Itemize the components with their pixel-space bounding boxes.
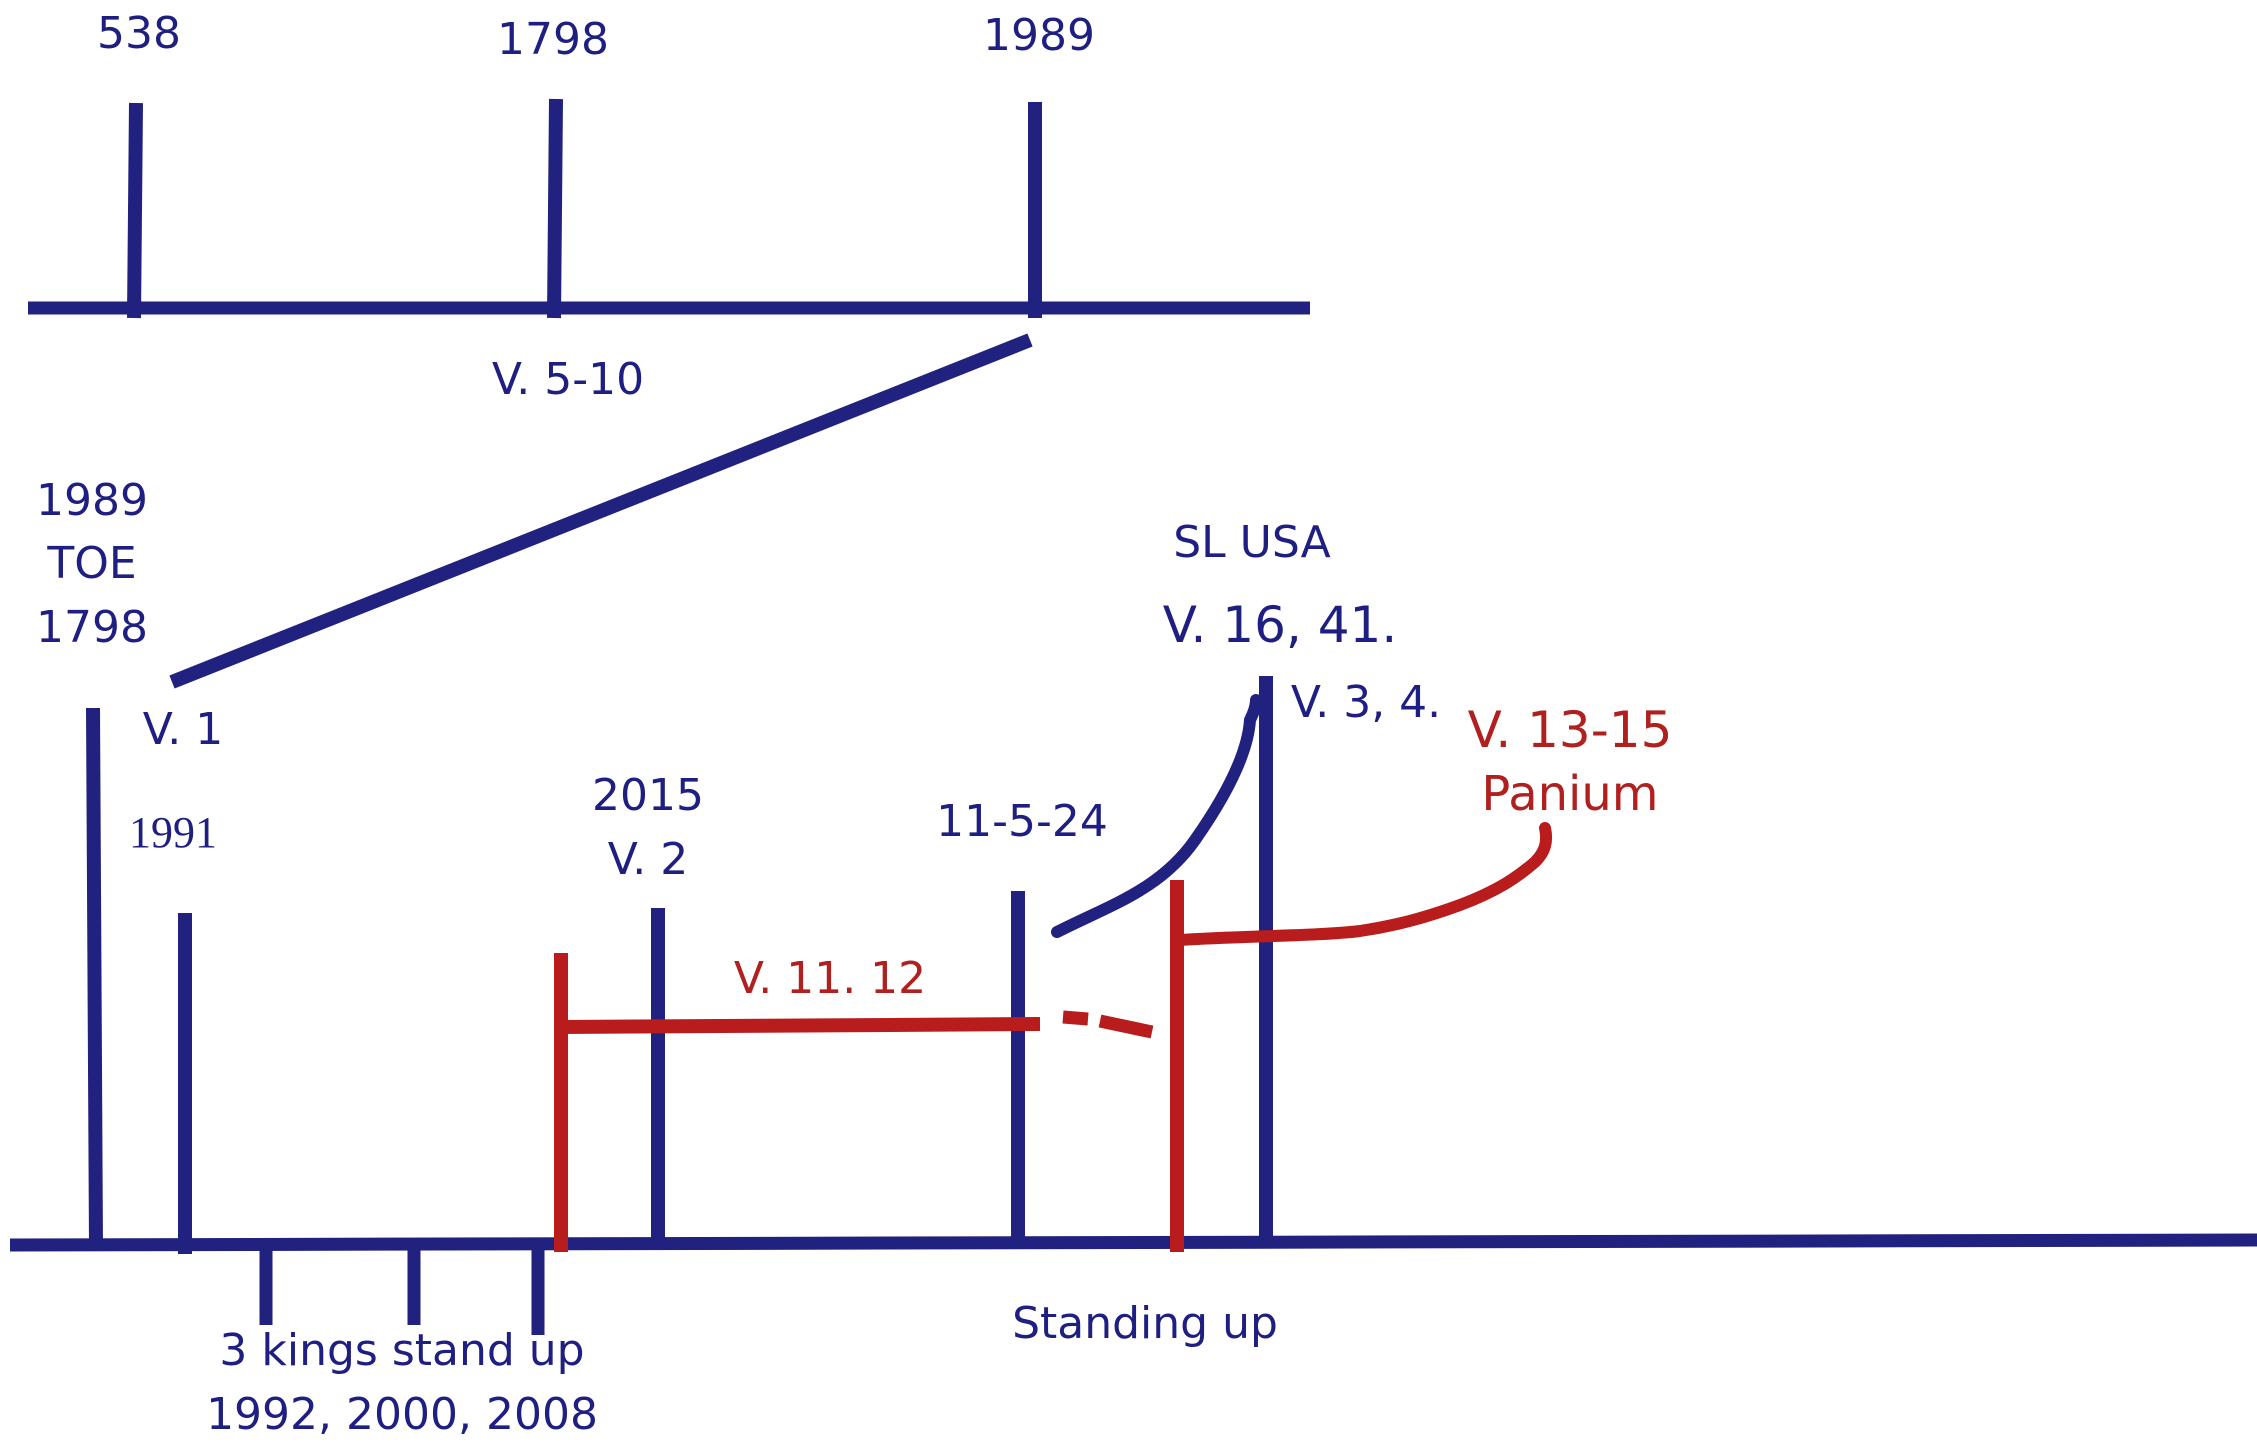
red-curve-panium [1174,822,1553,946]
label-toe: TOE [46,538,136,589]
bottom-timeline [9,676,2257,1335]
top-tick-538 [127,102,143,319]
label-v16-41: V. 16, 41. [1163,596,1397,654]
top-verse-label: V. 5-10 [492,354,644,405]
tick-1798-1989 [86,707,103,1249]
top-label-1798: 1798 [497,14,609,65]
label-3-kings: 3 kings stand up [219,1325,584,1376]
top-tick-1798 [547,98,563,319]
red-dash-2 [1098,1014,1154,1039]
label-1798: 1798 [36,602,148,653]
top-label-1989: 1989 [983,10,1095,61]
label-kings-years: 1992, 2000, 2008 [206,1389,598,1440]
label-2015: 2015 [592,770,704,821]
label-v3-4: V. 3, 4. [1291,677,1441,728]
label-v11-12: V. 11. 12 [734,953,926,1004]
label-sl-usa: SL USA [1173,517,1330,568]
bottom-axis-line [9,1233,2257,1252]
label-1989: 1989 [36,475,148,526]
red-dash-1 [1062,1010,1089,1026]
zoom-connector-line [169,333,1033,689]
top-label-538: 538 [97,8,181,59]
label-panium: Panium [1481,766,1658,822]
red-bar-v11-12 [560,1017,1041,1034]
top-timeline: 538 1798 1989 V. 5-10 [28,8,1310,405]
label-v13-15: V. 13-15 [1468,701,1673,759]
left-label-block: 1989 TOE 1798 V. 1 1991 [36,475,223,857]
blue-curve-stroke [1051,694,1262,938]
label-standing-up: Standing up [1012,1298,1278,1349]
label-1991: 1991 [129,808,217,857]
label-v2: V. 2 [608,834,688,885]
label-v1: V. 1 [143,704,223,755]
label-11-5-24: 11-5-24 [936,796,1108,847]
